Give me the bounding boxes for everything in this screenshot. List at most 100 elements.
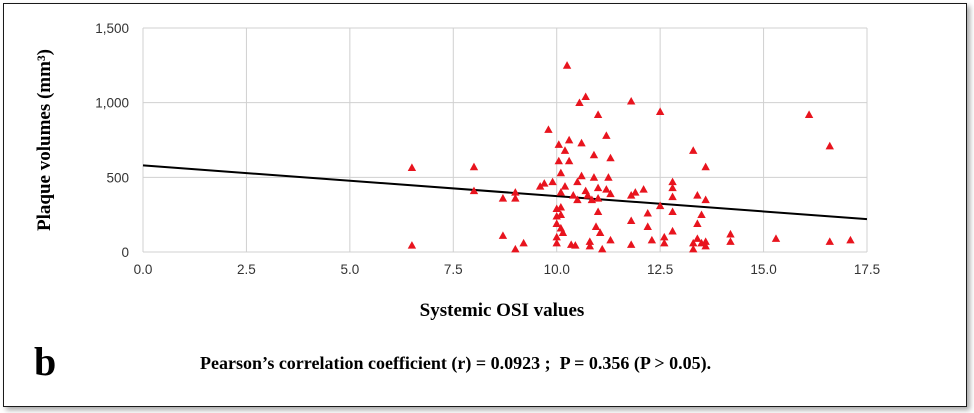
- data-point: [595, 228, 605, 236]
- data-point: [569, 191, 578, 199]
- data-point: [585, 241, 595, 250]
- data-point: [407, 163, 417, 171]
- x-tick-label: 12.5: [647, 262, 673, 277]
- grid-lines: [142, 27, 868, 253]
- data-point: [564, 156, 574, 165]
- data-point: [511, 244, 520, 253]
- data-point: [693, 234, 702, 242]
- data-point: [825, 237, 834, 245]
- data-point: [558, 228, 568, 236]
- x-axis-label: Systemic OSI values: [420, 300, 585, 321]
- data-points: [407, 61, 855, 253]
- data-point: [519, 238, 528, 247]
- data-point: [639, 185, 648, 193]
- data-point: [591, 222, 601, 230]
- trend-line: [142, 164, 868, 221]
- data-point: [587, 195, 597, 204]
- data-point: [593, 183, 603, 192]
- data-point: [643, 208, 652, 217]
- data-point: [701, 237, 710, 245]
- data-point: [693, 219, 702, 227]
- data-point: [562, 61, 572, 69]
- data-point: [511, 194, 520, 202]
- data-point: [647, 235, 657, 244]
- data-point: [606, 189, 615, 198]
- data-point: [655, 201, 665, 210]
- y-tick-label: 1,500: [95, 21, 129, 36]
- data-point: [626, 96, 636, 105]
- data-point: [560, 182, 570, 190]
- panel-label: b: [34, 339, 57, 384]
- data-point: [554, 140, 563, 148]
- data-point: [598, 244, 607, 253]
- data-point: [631, 188, 640, 196]
- data-point: [593, 194, 603, 202]
- data-point: [693, 191, 702, 199]
- data-point: [689, 244, 698, 253]
- data-point: [581, 92, 590, 101]
- data-point: [668, 192, 677, 201]
- data-point: [602, 131, 611, 139]
- data-point: [804, 110, 814, 118]
- data-point: [535, 182, 545, 190]
- data-point: [554, 156, 563, 165]
- data-point: [660, 232, 669, 241]
- x-tick-label: 2.5: [237, 262, 256, 277]
- data-point: [660, 238, 669, 247]
- data-point: [668, 207, 677, 216]
- data-point: [655, 107, 665, 115]
- x-tick-label: 7.5: [444, 262, 463, 277]
- data-point: [556, 210, 566, 219]
- data-point: [577, 171, 586, 180]
- data-point: [626, 216, 636, 224]
- data-point: [726, 237, 735, 245]
- data-point: [573, 177, 582, 186]
- data-point: [498, 194, 508, 202]
- data-point: [626, 240, 636, 248]
- data-point: [604, 173, 613, 181]
- data-point: [498, 231, 508, 239]
- data-point: [544, 125, 553, 133]
- x-tick-label: 17.5: [854, 262, 880, 277]
- data-point: [548, 177, 557, 186]
- data-point: [606, 235, 615, 244]
- data-point: [602, 185, 611, 193]
- data-point: [589, 150, 599, 159]
- data-point: [560, 146, 570, 154]
- data-point: [589, 173, 599, 181]
- y-axis-label: Plaque volumes (mm³): [34, 49, 55, 231]
- data-point: [552, 219, 561, 227]
- data-point: [583, 191, 592, 199]
- correlation-caption: Pearson’s correlation coefficient (r) = …: [200, 353, 712, 373]
- data-point: [606, 153, 615, 162]
- data-point: [552, 232, 561, 241]
- data-point: [846, 235, 855, 244]
- data-point: [469, 186, 479, 195]
- data-point: [593, 110, 603, 118]
- data-point: [556, 188, 566, 196]
- x-tick-label: 5.0: [340, 262, 359, 277]
- data-point: [593, 207, 603, 216]
- data-point: [571, 241, 580, 249]
- data-point: [573, 195, 582, 204]
- data-point: [701, 241, 710, 250]
- figure-frame: [3, 3, 967, 407]
- y-tick-label: 1,000: [95, 96, 129, 111]
- data-point: [689, 146, 698, 154]
- data-point: [701, 195, 710, 204]
- data-point: [556, 203, 566, 211]
- data-point: [668, 177, 677, 186]
- data-point: [626, 191, 636, 199]
- data-point: [643, 222, 652, 230]
- x-tick-label: 15.0: [750, 262, 776, 277]
- data-point: [575, 98, 584, 107]
- data-point: [577, 138, 586, 147]
- data-point: [701, 162, 710, 171]
- data-point: [771, 234, 781, 242]
- data-point: [585, 237, 595, 245]
- data-point: [825, 141, 834, 150]
- data-point: [668, 226, 677, 235]
- data-point: [407, 241, 417, 249]
- data-point: [564, 135, 574, 144]
